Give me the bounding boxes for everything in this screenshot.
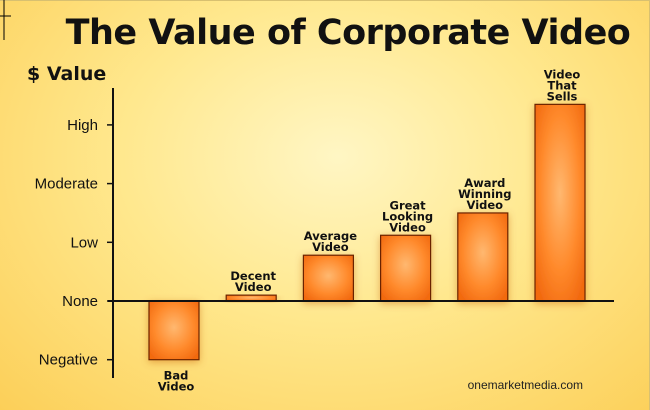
bars-layer [148,103,586,361]
bar-label-4: Award Winning Video [458,176,511,212]
y-tick-label-0: High [67,117,98,134]
y-tick-label-3: None [62,293,98,310]
source-credit: onemarketmedia.com [468,378,583,392]
bar-label-2: Average Video [304,229,357,254]
corner-mark [0,0,11,40]
bar-labels: Bad Video Decent Video Average Video Great Look… [158,67,581,393]
bar-2 [302,254,354,302]
y-axis-label: $ Value [27,63,106,85]
bar-label-0: Bad Video [158,369,195,394]
y-ticks: High Moderate Low None Negative [35,117,113,369]
bar-label-5: Video That Sells [544,67,581,103]
bar-5 [534,103,586,302]
y-tick-label-4: Negative [39,352,98,369]
y-tick-label-1: Moderate [35,176,98,193]
bar-4 [457,212,509,302]
bar-label-1: Decent Video [230,269,276,294]
bar-0 [148,300,200,361]
bar-label-3: Great Looking Video [382,198,433,234]
bar-3 [380,234,432,302]
chart-title: The Value of Corporate Video [66,13,631,53]
axes [108,88,614,378]
y-tick-label-2: Low [70,234,98,251]
